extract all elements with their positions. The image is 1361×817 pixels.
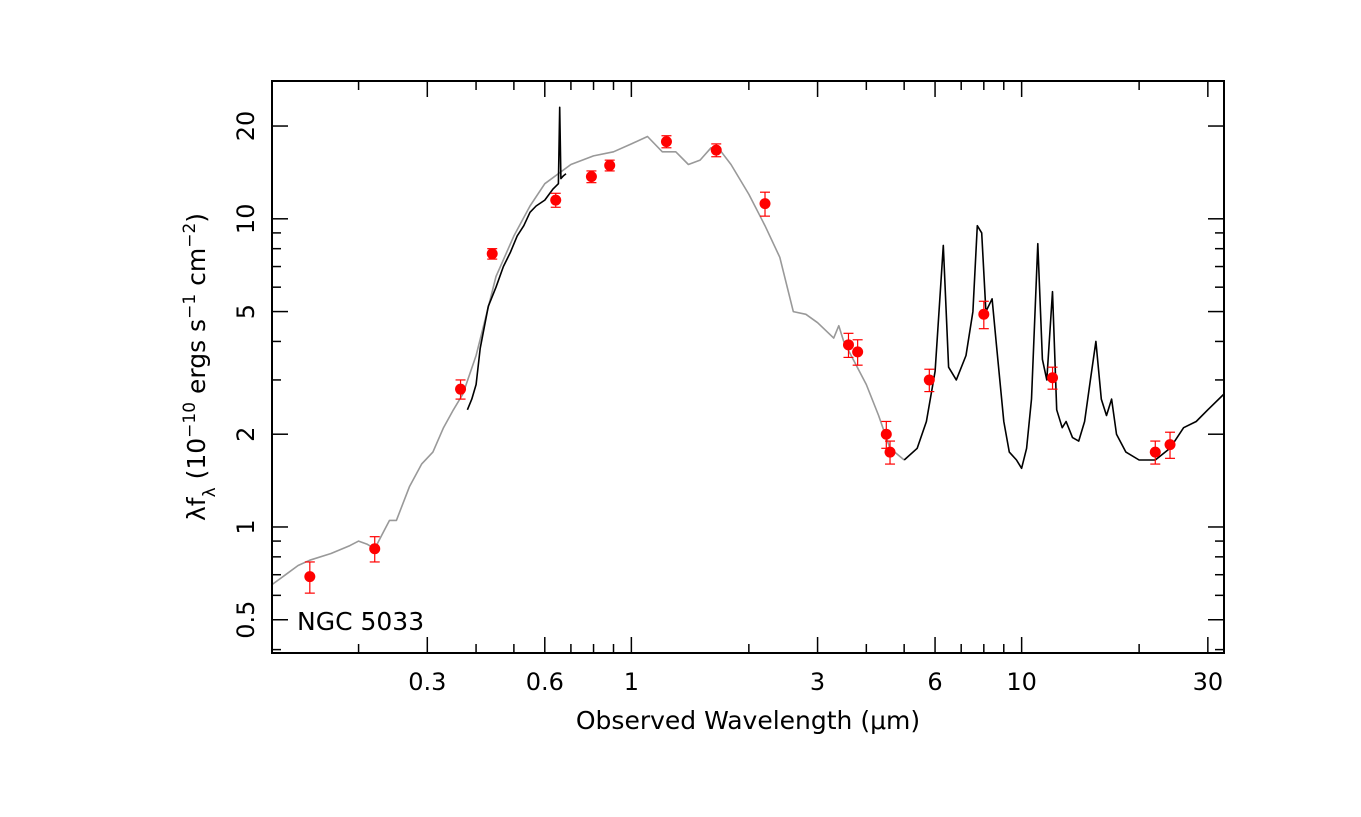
- photometry-points: [304, 135, 1176, 594]
- y-tick-label: 1: [232, 519, 260, 534]
- data-point: [486, 248, 498, 260]
- y-tick-label: 20: [232, 111, 260, 142]
- x-tick-label: 0.6: [526, 668, 564, 696]
- y-axis-mid2: cm: [182, 248, 211, 294]
- data-point: [978, 308, 990, 320]
- x-axis-title: Observed Wavelength (μm): [576, 706, 920, 735]
- y-axis-exp1: −10: [180, 402, 200, 438]
- y-axis-exp2: −1: [180, 294, 200, 319]
- data-point: [842, 339, 854, 351]
- data-point: [304, 571, 316, 583]
- data-point: [923, 374, 935, 386]
- y-axis-sub: λ: [200, 487, 220, 497]
- x-tick-label: 3: [810, 668, 825, 696]
- data-point: [884, 446, 896, 458]
- x-tick-label: 10: [1006, 668, 1037, 696]
- y-tick-label: 10: [232, 204, 260, 235]
- y-tick-label: 2: [232, 427, 260, 442]
- data-point: [369, 543, 381, 555]
- observed-optical-line: [466, 106, 567, 411]
- y-tick-label: 0.5: [232, 601, 260, 639]
- plot-frame: [271, 80, 1225, 654]
- y-axis-exp3: −2: [180, 223, 200, 248]
- data-point: [710, 144, 722, 156]
- observed-mir-line: [903, 224, 1225, 470]
- data-point: [550, 194, 562, 206]
- y-axis-close: ): [182, 213, 211, 223]
- x-tick-label: 6: [927, 668, 942, 696]
- axis-ticks: [272, 81, 1224, 653]
- data-point: [1164, 439, 1176, 451]
- x-tick-label: 0.3: [408, 668, 446, 696]
- galaxy-name-label: NGC 5033: [297, 607, 424, 636]
- x-tick-label: 30: [1193, 668, 1224, 696]
- spectrum-lines: [271, 106, 1225, 586]
- data-point: [660, 136, 672, 148]
- data-point: [455, 383, 467, 395]
- y-tick-label: 5: [232, 304, 260, 319]
- data-point: [1149, 446, 1161, 458]
- data-point: [585, 171, 597, 183]
- data-point: [880, 428, 892, 440]
- y-axis-unit-open: (10: [182, 438, 211, 488]
- y-axis-title: λfλ (10−10 ergs s−1 cm−2): [180, 213, 220, 521]
- model-template-line: [271, 135, 905, 586]
- y-axis-mid1: ergs s: [182, 319, 211, 402]
- x-tick-label: 1: [624, 668, 639, 696]
- data-point: [759, 198, 771, 210]
- y-axis-prefix: λf: [182, 496, 211, 521]
- data-point: [604, 159, 616, 171]
- data-point: [852, 346, 864, 358]
- data-point: [1047, 372, 1059, 384]
- tick-labels: 0.3 0.6 1 3 6 10 30 0.5 1 2 5 10 20: [232, 111, 1223, 696]
